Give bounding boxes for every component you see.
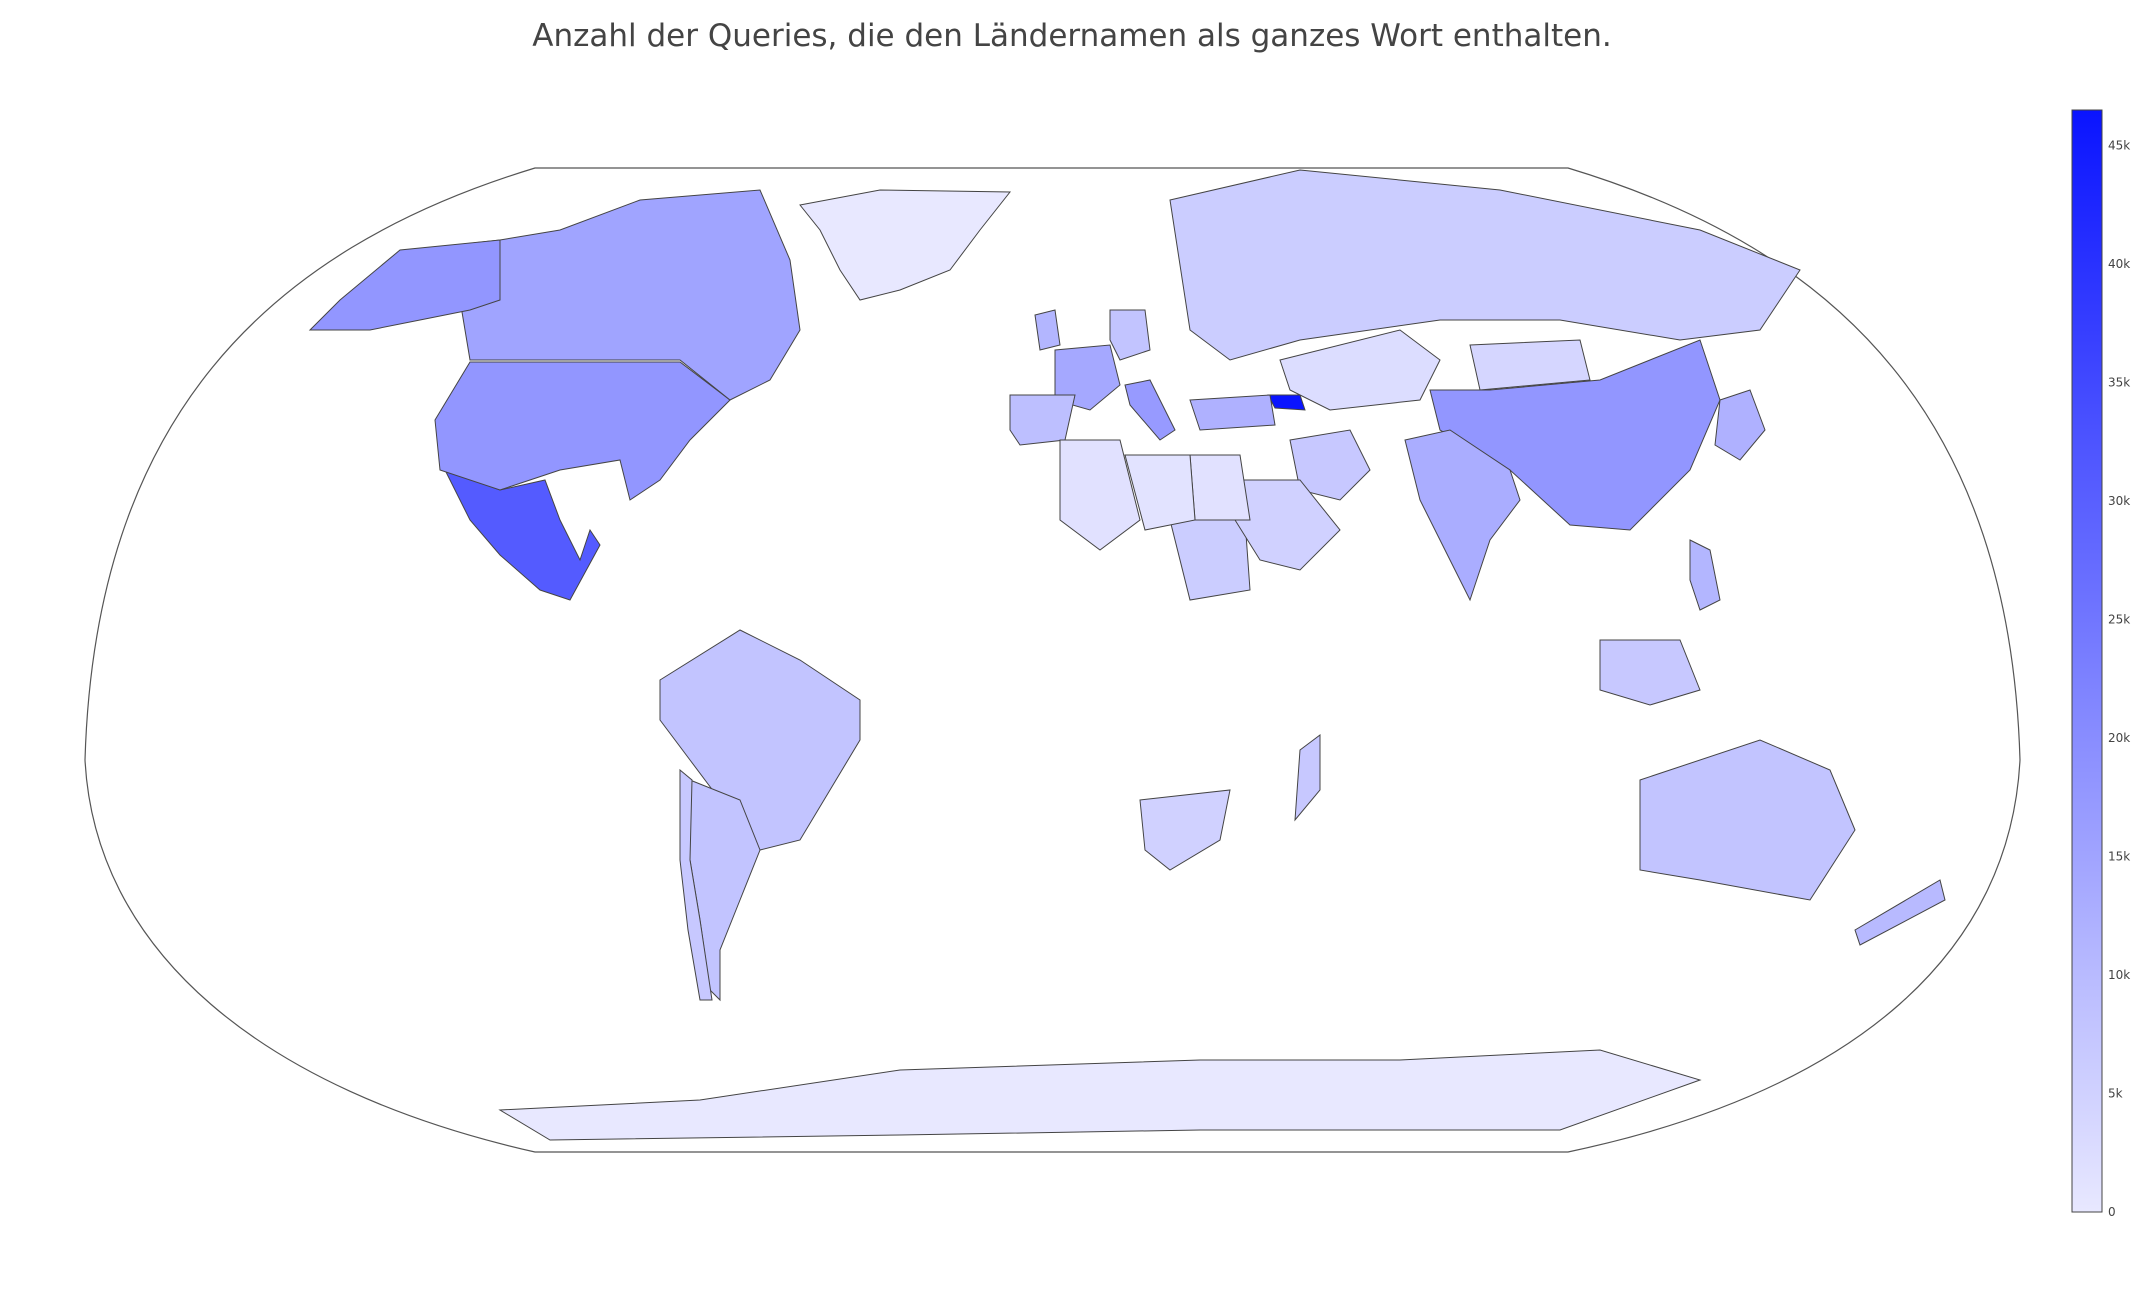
region-libya[interactable]: Libya: 1200 xyxy=(1124,454,1196,531)
region-italy[interactable]: Italy: 17000 xyxy=(1124,379,1176,441)
region-spain[interactable]: Spain: 9000 xyxy=(1009,394,1076,446)
colorbar-tick-label: 5k xyxy=(2108,1087,2123,1101)
colorbar-tick-label: 35k xyxy=(2108,376,2130,390)
colorbar-tick-label: 25k xyxy=(2108,613,2130,627)
colorbar-tick-label: 30k xyxy=(2108,494,2130,508)
region-philippines[interactable]: Philippines: 11000 xyxy=(1689,539,1721,611)
region-united-kingdom[interactable]: United Kingdom: 11000 xyxy=(1034,309,1061,351)
colorbar-tick-label: 0 xyxy=(2108,1205,2116,1219)
region-mongolia[interactable]: Mongolia: 4000 xyxy=(1469,339,1591,391)
colorbar-tick-label: 45k xyxy=(2108,139,2130,153)
region-australia[interactable]: Australia: 8000 xyxy=(1639,739,1856,901)
region-india[interactable]: India: 13000 xyxy=(1404,429,1521,602)
region-turkey[interactable]: Turkey: 12000 xyxy=(1189,394,1276,431)
colorbar-gradient xyxy=(2071,109,2103,1213)
region-mexico[interactable]: Mexico: 31000 xyxy=(443,469,601,601)
colorbar-tick-label: 10k xyxy=(2108,968,2130,982)
region-japan[interactable]: Japan: 12000 xyxy=(1714,389,1766,461)
region-brazil[interactable]: Brazil: 8000 xyxy=(659,629,861,851)
region-canada[interactable]: Canada: 15000 xyxy=(454,189,801,401)
region-south-africa[interactable]: South Africa: 5000 xyxy=(1139,789,1231,871)
region-antarctica[interactable]: Antarctica: 0 xyxy=(498,1049,1702,1141)
region-alaska-us-[interactable]: Alaska (US): 18000 xyxy=(308,239,501,331)
country-regions: Georgia: 46500Mexico: 31000United States… xyxy=(308,169,1946,1141)
region-chile[interactable]: Chile: 7000 xyxy=(679,768,713,1001)
colorbar-tick-label: 20k xyxy=(2108,731,2130,745)
region-greenland[interactable]: Greenland: 0 xyxy=(799,189,1012,301)
region-georgia[interactable]: Georgia: 46500 xyxy=(1267,394,1306,411)
region-algeria[interactable]: Algeria: 1500 xyxy=(1059,439,1141,551)
region-russia[interactable]: Russia: 6000 xyxy=(1169,169,1801,361)
region-madagascar[interactable]: Madagascar: 7000 xyxy=(1294,734,1321,822)
region-kazakhstan[interactable]: Kazakhstan: 2500 xyxy=(1279,329,1441,411)
page-title: Anzahl der Queries, die den Ländernamen … xyxy=(532,18,1612,54)
region-indonesia[interactable]: Indonesia: 7000 xyxy=(1599,639,1701,706)
colorbar-tick-label: 15k xyxy=(2108,850,2130,864)
region-france[interactable]: France: 14000 xyxy=(1054,344,1121,411)
colorbar-tick-label: 40k xyxy=(2108,257,2130,271)
region-germany[interactable]: Germany: 8000 xyxy=(1109,309,1151,361)
region-new-zealand[interactable]: New Zealand: 10000 xyxy=(1854,879,1946,946)
